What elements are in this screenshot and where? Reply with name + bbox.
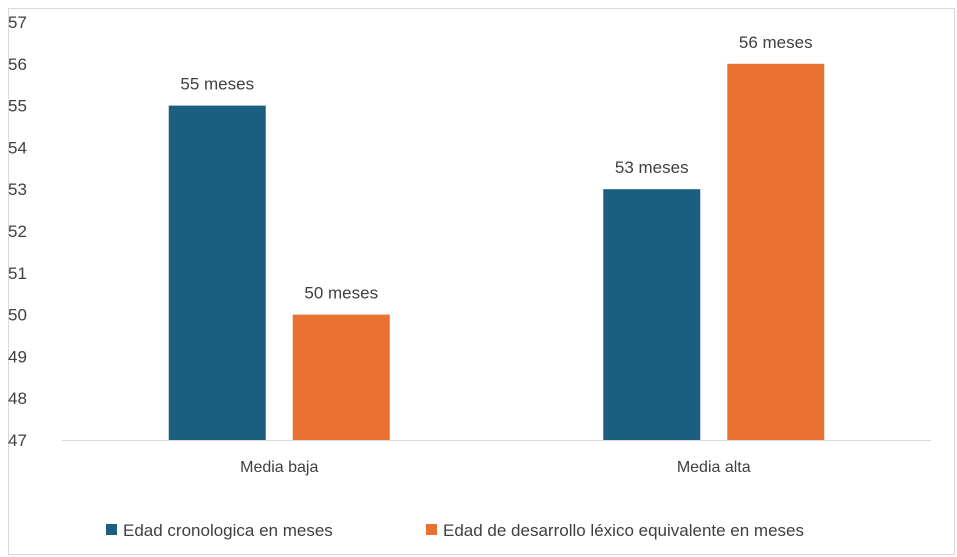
y-tick-label: 50	[8, 306, 27, 325]
legend: Edad cronologica en meses Edad de desarro…	[106, 521, 804, 540]
y-tick-label: 49	[8, 347, 27, 366]
data-label: 53 meses	[615, 158, 689, 177]
plot-area: 55 meses 50 meses 53 meses 56 meses	[168, 33, 825, 441]
y-tick-label: 54	[8, 138, 27, 157]
y-tick-label: 47	[8, 431, 27, 450]
y-tick-label: 51	[8, 264, 27, 283]
bar	[727, 63, 825, 441]
y-axis: 47 48 49 50 51 52 53 54 55 56 57	[8, 13, 27, 450]
legend-label: Edad cronologica en meses	[123, 521, 333, 540]
y-tick-label: 57	[8, 13, 27, 32]
legend-swatch	[426, 524, 437, 535]
y-tick-label: 55	[8, 97, 27, 116]
bar	[292, 314, 390, 440]
data-label: 56 meses	[739, 33, 813, 52]
x-axis: Media baja Media alta	[62, 440, 931, 476]
data-label: 50 meses	[304, 284, 378, 303]
x-category-label: Media alta	[677, 459, 751, 476]
x-category-label: Media baja	[240, 459, 318, 476]
bar	[603, 189, 701, 440]
legend-label: Edad de desarrollo léxico equivalente en…	[443, 521, 804, 540]
y-tick-label: 48	[8, 389, 27, 408]
y-tick-label: 52	[8, 222, 27, 241]
y-tick-label: 56	[8, 55, 27, 74]
legend-swatch	[106, 524, 117, 535]
bar	[168, 105, 266, 440]
data-label: 55 meses	[180, 75, 254, 94]
y-tick-label: 53	[8, 180, 27, 199]
